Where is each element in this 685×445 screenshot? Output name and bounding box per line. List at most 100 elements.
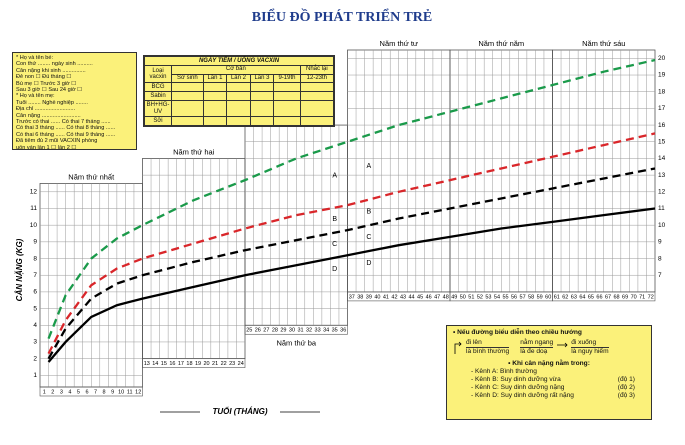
x-tick-label: 7 [94, 389, 97, 395]
x-tick-label: 26 [255, 328, 261, 334]
trend-row: đi lên là bình thường nằm ngang là đe doạ … [453, 339, 645, 356]
x-tick-label: 21 [212, 361, 218, 367]
year-label: Năm thứ nhất [68, 172, 115, 181]
trend: đi lên là bình thường [466, 339, 510, 356]
x-axis-label: TUỔI (THÁNG) [212, 407, 267, 416]
x-tick-label: 54 [494, 294, 500, 300]
info-line: Trước có thai ...... Có thai 7 tháng ...… [16, 119, 111, 126]
x-tick-label: 34 [323, 328, 329, 334]
info-line: Cân nặng khi sinh ............... [16, 67, 86, 74]
y-tick-label: 13 [658, 172, 666, 179]
x-tick-label: 52 [477, 294, 483, 300]
y-tick-label: 11 [30, 205, 37, 212]
x-tick-label: 5 [77, 389, 80, 395]
x-tick-label: 13 [144, 361, 150, 367]
x-tick-label: 55 [502, 294, 508, 300]
growth-curve [47, 167, 656, 360]
month-row [552, 291, 656, 302]
y-tick-label: 5 [33, 305, 37, 312]
cell [202, 99, 228, 118]
year-label: Năm thứ năm [478, 39, 524, 48]
x-tick-label: 17 [178, 361, 184, 367]
info-line: Cân nặng ......................... [16, 112, 81, 119]
trend-word: đi lên [466, 339, 510, 348]
column-header: Lần 3 [249, 73, 275, 84]
info-line: uốn ván lần 1 ☐ lần 2 ☐ [16, 144, 77, 151]
channel-text: - Kênh B: Suy dinh dưỡng vừa [471, 376, 561, 383]
table-row: BH+HG-UV [144, 99, 335, 118]
x-tick-label: 11 [127, 389, 133, 395]
channel-list: - Kênh A: Bình thường - Kênh B: Suy dinh … [453, 368, 645, 400]
y-tick-label: 10 [30, 222, 38, 229]
column-header: Lần 1 [202, 73, 228, 84]
y-tick-label: 8 [33, 255, 37, 262]
row-header: Sởi [144, 116, 172, 126]
x-tick-label: 9 [111, 389, 114, 395]
trend-word: đi xuống [571, 339, 609, 348]
y-tick-label: 15 [658, 138, 666, 145]
x-tick-label: 20 [204, 361, 210, 367]
y-tick-label: 4 [33, 322, 37, 329]
x-tick-label: 36 [340, 328, 346, 334]
x-tick-label: 53 [485, 294, 491, 300]
cell [299, 91, 335, 101]
x-tick-label: 31 [297, 328, 303, 334]
trend-meaning: là bình thường [466, 348, 510, 355]
cell [202, 116, 228, 126]
y-tick-label: 17 [658, 105, 666, 112]
x-tick-label: 32 [306, 328, 312, 334]
arrow-flat [557, 342, 568, 347]
x-tick-label: 45 [417, 294, 423, 300]
y-tick-label: 6 [33, 289, 37, 296]
column-header: Sơ sinh [171, 73, 204, 84]
arrow-up [454, 341, 462, 354]
x-tick-label: 72 [648, 294, 654, 300]
x-tick-label: 37 [349, 294, 355, 300]
x-tick-label: 4 [68, 389, 71, 395]
x-tick-label: 44 [409, 294, 415, 300]
cell [273, 116, 301, 126]
cell [171, 99, 204, 118]
cell [171, 116, 204, 126]
info-line: Sau 3 giờ ☐ Sau 24 giờ ☐ [16, 87, 83, 94]
cell [226, 99, 251, 118]
column-header: 9-19th [273, 73, 301, 84]
x-tick-label: 51 [468, 294, 474, 300]
zone-label: C [332, 241, 337, 248]
x-tick-label: 3 [60, 389, 63, 395]
y-tick-label: 8 [658, 255, 662, 262]
info-line: Tuổi ........ Nghề nghiệp ........ [16, 99, 88, 106]
x-tick-label: 57 [520, 294, 526, 300]
notes-box: • Nếu đường biểu diễn theo chiều hướng đ… [446, 325, 652, 420]
x-tick-label: 63 [571, 294, 577, 300]
x-tick-label: 16 [169, 361, 175, 367]
trend: đi xuống là nguy hiểm [571, 339, 609, 356]
zone-label: D [366, 260, 371, 267]
cell [299, 116, 335, 126]
x-tick-label: 27 [263, 328, 269, 334]
x-tick-label: 68 [614, 294, 620, 300]
channel: - Kênh B: Suy dinh dưỡng vừa (độ 1) [471, 376, 645, 384]
cell [299, 82, 335, 93]
x-tick-label: 25 [246, 328, 252, 334]
x-tick-label: 59 [537, 294, 543, 300]
x-tick-label: 56 [511, 294, 517, 300]
table-title: NGÀY TIÊM / UỐNG VACXIN [144, 56, 334, 66]
x-tick-label: 23 [229, 361, 235, 367]
vaccine-table: NGÀY TIÊM / UỐNG VACXIN Loại vacxin Cơ bả… [143, 55, 335, 127]
x-tick-label: 43 [400, 294, 406, 300]
table: NGÀY TIÊM / UỐNG VACXIN Loại vacxin Cơ bả… [144, 56, 335, 126]
cell [299, 99, 335, 118]
cell [171, 82, 204, 93]
zone-label: B [367, 208, 372, 215]
zone-label: B [332, 216, 337, 223]
y-tick-label: 14 [658, 155, 666, 162]
x-tick-label: 47 [434, 294, 440, 300]
info-card: * Họ và tên bé: Con thứ ........ ngày sin… [12, 52, 137, 151]
cell [273, 99, 301, 118]
channel: - Kênh A: Bình thường [471, 368, 645, 376]
month-row [244, 324, 348, 335]
column-header: 12-23th [299, 73, 335, 84]
zone-label: C [366, 234, 371, 241]
